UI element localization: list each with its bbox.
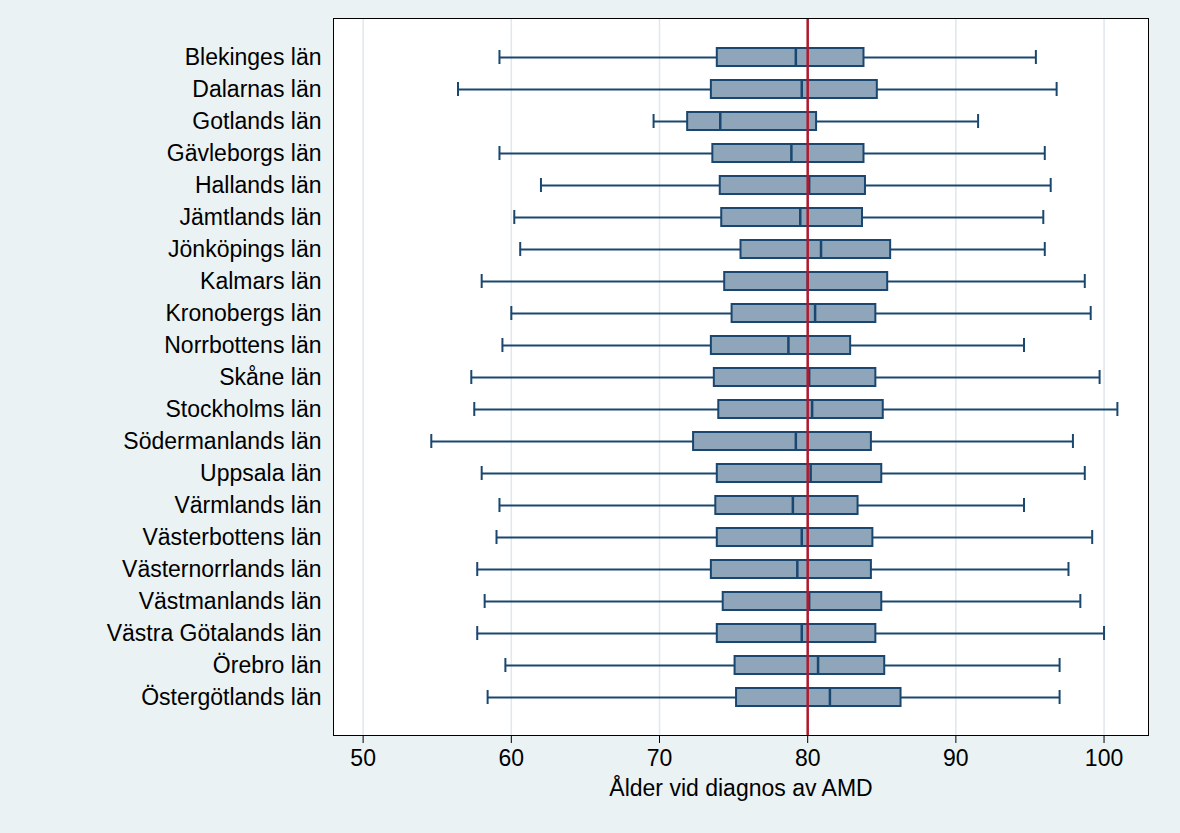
svg-text:100: 100 [1085,745,1123,771]
svg-text:Södermanlands län: Södermanlands län [123,428,321,454]
svg-text:Västra Götalands län: Västra Götalands län [107,620,322,646]
svg-text:Jönköpings län: Jönköpings län [168,236,321,262]
svg-text:70: 70 [647,745,673,771]
svg-text:Östergötlands län: Östergötlands län [141,684,321,710]
svg-text:60: 60 [499,745,525,771]
svg-text:Norrbottens län: Norrbottens län [164,332,321,358]
svg-text:Jämtlands län: Jämtlands län [180,204,322,230]
svg-text:Västerbottens län: Västerbottens län [142,524,321,550]
svg-text:80: 80 [795,745,821,771]
svg-text:Gävleborgs län: Gävleborgs län [167,140,322,166]
svg-text:Skåne län: Skåne län [219,364,321,390]
svg-text:Hallands län: Hallands län [195,172,322,198]
svg-text:Gotlands län: Gotlands län [192,108,321,134]
svg-text:Värmlands län: Värmlands län [174,492,321,518]
svg-text:Stockholms län: Stockholms län [166,396,322,422]
svg-text:Blekinges län: Blekinges län [185,44,322,70]
svg-text:Ålder vid diagnos av AMD: Ålder vid diagnos av AMD [609,774,872,801]
svg-text:90: 90 [943,745,969,771]
svg-text:Västmanlands län: Västmanlands län [139,588,322,614]
svg-text:Västernorrlands län: Västernorrlands län [122,556,321,582]
svg-text:Dalarnas län: Dalarnas län [192,76,321,102]
svg-text:Uppsala län: Uppsala län [200,460,321,486]
svg-text:Örebro län: Örebro län [213,652,322,678]
svg-text:Kronobergs län: Kronobergs län [166,300,322,326]
svg-text:Kalmars län: Kalmars län [200,268,321,294]
svg-text:50: 50 [350,745,376,771]
